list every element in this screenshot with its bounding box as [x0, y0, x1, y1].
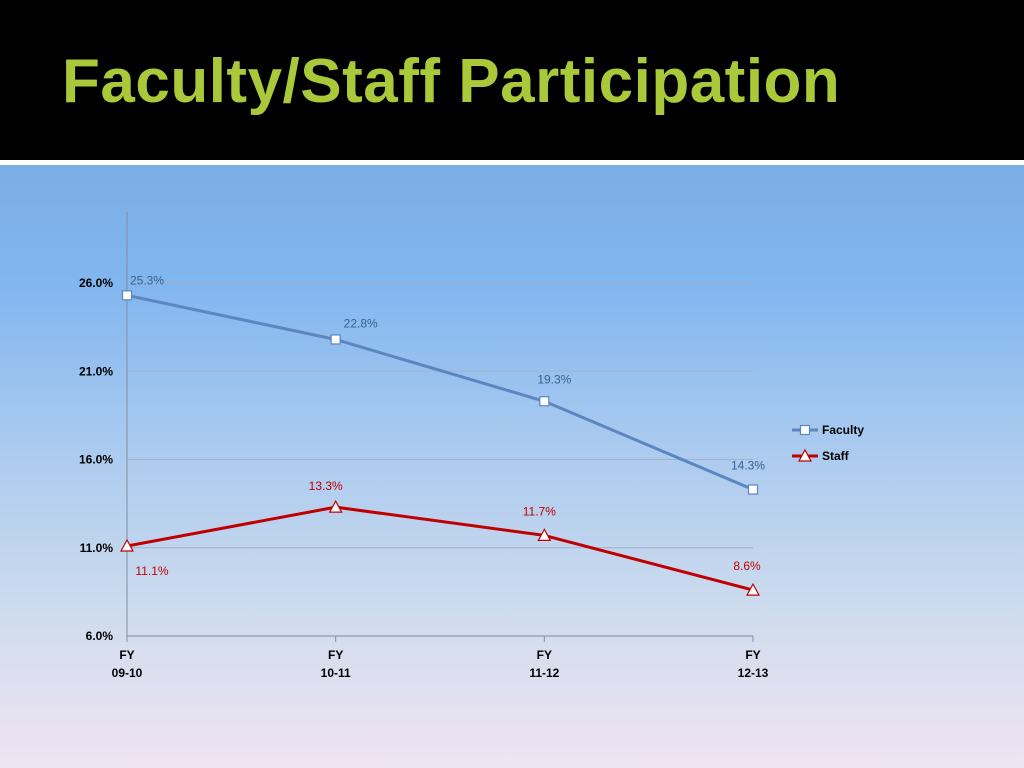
legend-marker	[799, 424, 811, 436]
x-tick-label: 10-11	[321, 666, 351, 680]
data-point-marker	[119, 538, 135, 552]
data-point-marker	[745, 582, 761, 596]
x-tick-label: FY	[745, 648, 760, 662]
data-label: 22.8%	[344, 316, 378, 330]
data-point-marker	[539, 396, 550, 407]
x-tick-label: 11-12	[529, 666, 559, 680]
y-tick-label: 16.0%	[79, 453, 113, 467]
x-tick-label: FY	[537, 648, 552, 662]
data-point-marker	[121, 290, 133, 301]
series-line-staff	[126, 505, 754, 592]
y-tick-label: 6.0%	[86, 629, 114, 643]
data-label: 8.6%	[733, 559, 761, 573]
data-label: 11.1%	[135, 564, 168, 578]
legend-label: Faculty	[822, 423, 864, 437]
x-tick-label: 12-13	[738, 666, 769, 680]
data-point-marker	[747, 484, 759, 495]
legend-label: Staff	[822, 449, 850, 463]
x-tick-label: FY	[119, 648, 134, 662]
data-label: 19.3%	[537, 372, 571, 386]
data-point-marker	[537, 528, 552, 541]
x-tick-label: 09-10	[112, 666, 143, 680]
y-tick-label: 26.0%	[79, 276, 113, 290]
data-point-marker	[330, 334, 341, 345]
series-line-faculty	[126, 293, 754, 491]
data-label: 13.3%	[309, 479, 343, 493]
data-point-marker	[328, 499, 343, 513]
y-tick-label: 11.0%	[80, 541, 114, 555]
slide-body	[0, 165, 1024, 768]
slide-title: Faculty/Staff Participation	[62, 47, 841, 116]
legend-marker	[797, 448, 813, 462]
y-tick-label: 21.0%	[79, 364, 113, 378]
data-label: 11.7%	[523, 504, 556, 518]
data-label: 25.3%	[130, 273, 164, 287]
title-bar: Faculty/Staff Participation	[0, 0, 1024, 160]
title-divider	[0, 160, 1024, 165]
x-tick-label: FY	[328, 648, 343, 662]
data-label: 14.3%	[731, 459, 765, 473]
